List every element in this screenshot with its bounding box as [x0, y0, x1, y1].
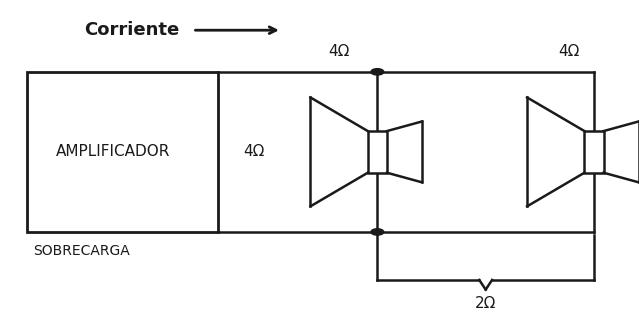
Bar [27, 72, 218, 232]
Bar [584, 131, 604, 173]
Text: 2Ω: 2Ω [475, 296, 497, 311]
Text: 4Ω: 4Ω [244, 144, 265, 159]
Text: 4Ω: 4Ω [328, 44, 350, 59]
Text: Corriente: Corriente [84, 21, 180, 39]
Circle shape [371, 68, 384, 75]
Circle shape [371, 229, 384, 235]
Text: SOBRECARGA: SOBRECARGA [33, 244, 130, 258]
Bar [368, 131, 387, 173]
Text: 4Ω: 4Ω [558, 44, 579, 59]
Text: AMPLIFICADOR: AMPLIFICADOR [56, 144, 170, 159]
